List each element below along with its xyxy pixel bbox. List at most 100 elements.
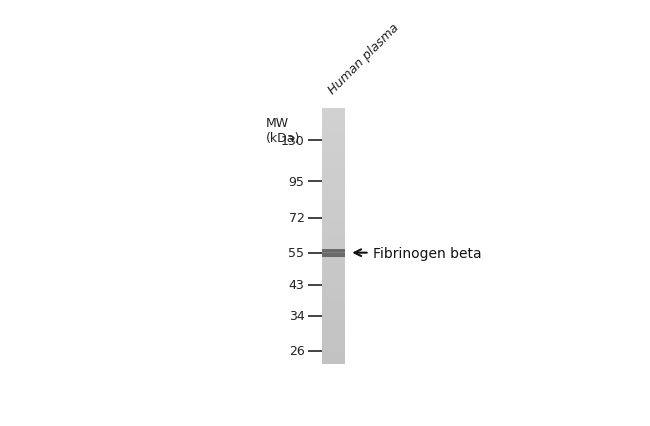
- Bar: [322, 283, 344, 284]
- Bar: [322, 174, 344, 175]
- Bar: [322, 310, 344, 311]
- Bar: [322, 345, 344, 346]
- Bar: [322, 121, 344, 122]
- Bar: [322, 210, 344, 211]
- Bar: [322, 206, 344, 207]
- Bar: [322, 197, 344, 198]
- Bar: [322, 356, 344, 357]
- Bar: [322, 273, 344, 274]
- Bar: [322, 285, 344, 286]
- Bar: [322, 118, 344, 119]
- Bar: [322, 270, 344, 271]
- Bar: [322, 360, 344, 361]
- Bar: [322, 147, 344, 148]
- Bar: [322, 243, 344, 244]
- Bar: [322, 131, 344, 132]
- Bar: [322, 341, 344, 342]
- Bar: [322, 227, 344, 228]
- Bar: [322, 352, 344, 353]
- Bar: [322, 313, 344, 314]
- Bar: [322, 276, 344, 277]
- Bar: [322, 320, 344, 321]
- Bar: [322, 257, 344, 258]
- Bar: [322, 311, 344, 312]
- Bar: [322, 110, 344, 111]
- Bar: [322, 348, 344, 349]
- Text: 43: 43: [289, 279, 304, 292]
- Bar: [322, 191, 344, 192]
- Bar: [322, 216, 344, 217]
- Bar: [322, 182, 344, 183]
- Bar: [322, 314, 344, 315]
- Bar: [322, 221, 344, 222]
- Bar: [322, 244, 344, 245]
- Bar: [322, 231, 344, 232]
- Bar: [322, 208, 344, 209]
- Bar: [322, 303, 344, 304]
- Bar: [322, 126, 344, 127]
- Bar: [322, 215, 344, 216]
- Bar: [322, 224, 344, 225]
- Bar: [322, 265, 344, 266]
- Bar: [322, 317, 344, 318]
- Bar: [322, 294, 344, 295]
- Bar: [322, 144, 344, 145]
- Bar: [322, 132, 344, 133]
- Text: 130: 130: [281, 135, 304, 147]
- Bar: [322, 177, 344, 178]
- Bar: [322, 260, 344, 261]
- Bar: [322, 146, 344, 147]
- Bar: [322, 207, 344, 208]
- Bar: [322, 335, 344, 336]
- Bar: [322, 318, 344, 319]
- Bar: [322, 322, 344, 323]
- Bar: [322, 358, 344, 359]
- Bar: [322, 235, 344, 236]
- Bar: [322, 175, 344, 176]
- Bar: [322, 171, 344, 172]
- Bar: [322, 138, 344, 139]
- Bar: [322, 267, 344, 268]
- Bar: [322, 189, 344, 190]
- Bar: [322, 123, 344, 124]
- Bar: [322, 355, 344, 356]
- Bar: [322, 166, 344, 167]
- Bar: [322, 362, 344, 363]
- Bar: [322, 266, 344, 267]
- Bar: [322, 251, 344, 252]
- Bar: [322, 142, 344, 143]
- Bar: [322, 115, 344, 116]
- Bar: [322, 219, 344, 220]
- Bar: [322, 203, 344, 204]
- Bar: [322, 334, 344, 335]
- Bar: [322, 117, 344, 118]
- Bar: [322, 148, 344, 149]
- Bar: [322, 326, 344, 327]
- Bar: [322, 135, 344, 136]
- Bar: [322, 233, 344, 234]
- Bar: [322, 153, 344, 154]
- Bar: [322, 155, 344, 156]
- Bar: [322, 141, 344, 142]
- Bar: [322, 325, 344, 326]
- Bar: [322, 222, 344, 223]
- Bar: [322, 307, 344, 308]
- Bar: [322, 179, 344, 180]
- Bar: [322, 149, 344, 150]
- Bar: [322, 239, 344, 240]
- Bar: [322, 249, 344, 257]
- Bar: [322, 234, 344, 235]
- Bar: [322, 272, 344, 273]
- Bar: [322, 247, 344, 248]
- Bar: [322, 263, 344, 264]
- Bar: [322, 124, 344, 125]
- Bar: [322, 176, 344, 177]
- Bar: [322, 292, 344, 293]
- Bar: [322, 259, 344, 260]
- Bar: [322, 228, 344, 229]
- Bar: [322, 252, 344, 254]
- Bar: [322, 324, 344, 325]
- Bar: [322, 158, 344, 159]
- Bar: [322, 159, 344, 160]
- Bar: [322, 308, 344, 309]
